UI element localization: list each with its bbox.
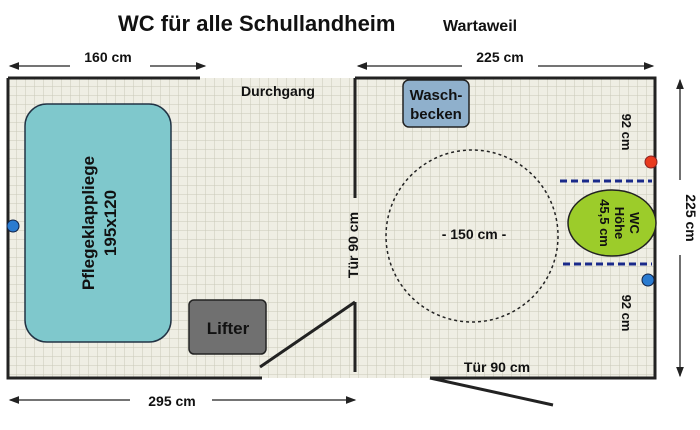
passage-label: Durchgang — [241, 83, 315, 99]
blue-marker-left — [6, 219, 20, 233]
dimension-right-lower: 92 cm — [619, 295, 634, 332]
wc-height-label: Höhe — [612, 207, 627, 240]
door-bottom-label: Tür 90 cm — [464, 359, 530, 375]
dimension-bottom: 295 cm — [148, 393, 195, 409]
sink — [402, 79, 470, 128]
door-left-label: Tür 90 cm — [345, 212, 361, 278]
door-left-swing — [259, 300, 356, 369]
dimension-right-upper: 92 cm — [619, 114, 634, 151]
wc — [567, 189, 657, 257]
wc-label: WC — [627, 212, 642, 234]
blue-marker-right — [641, 273, 655, 287]
red-marker — [644, 155, 658, 169]
lifter — [188, 299, 267, 355]
dimension-right: 225 cm — [683, 194, 699, 241]
care-bed — [24, 103, 172, 343]
turning-circle — [385, 149, 559, 323]
turning-circle-label: - 150 cm - — [442, 226, 507, 242]
diagram-title: WC für alle Schullandheim — [118, 11, 395, 36]
lifter-label: Lifter — [207, 319, 250, 338]
dimension-top-right: 225 cm — [476, 49, 523, 65]
grab-bars — [560, 179, 652, 266]
care-bed-label: Pflegeklappliege — [79, 156, 98, 290]
dimension-top-left: 160 cm — [84, 49, 131, 65]
sink-label-line1: Wasch- — [410, 87, 463, 104]
care-bed-size: 195x120 — [101, 190, 120, 256]
diagram-subtitle: Wartaweil — [443, 18, 517, 35]
sink-label-line2: becken — [410, 106, 462, 123]
door-bottom-swing — [429, 376, 554, 407]
wc-height-value: 45,5 cm — [597, 199, 612, 247]
dimension-lines — [8, 62, 684, 404]
